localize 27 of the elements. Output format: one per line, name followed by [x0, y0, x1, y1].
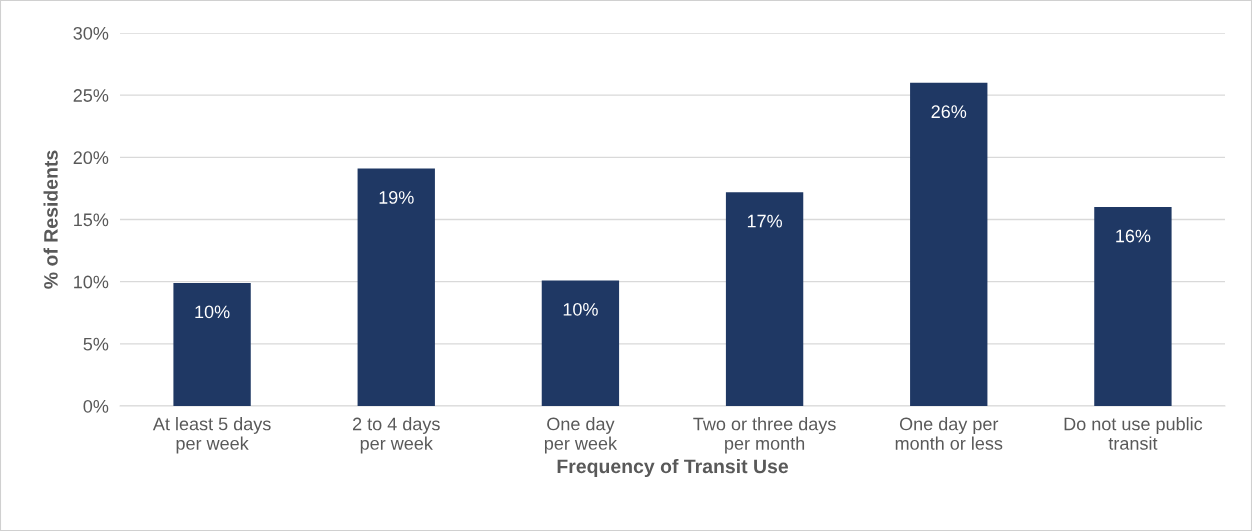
data-label: 26%: [931, 105, 967, 119]
data-label: 10%: [563, 302, 598, 316]
y-tick-label: 5%: [83, 337, 109, 351]
data-label: 17%: [747, 214, 783, 228]
x-tick-label: 2 to 4 days per week: [353, 417, 440, 454]
y-axis-title: % of Residents: [43, 150, 58, 289]
data-label: 19%: [379, 191, 414, 204]
data-label: 10%: [195, 305, 230, 319]
x-tick-label: One day per month or less: [895, 417, 1003, 450]
x-tick-label: One day per week: [544, 417, 618, 454]
bar: [910, 82, 988, 406]
bar: [173, 282, 251, 406]
y-tick-label: 30%: [73, 26, 109, 40]
y-tick-label: 0%: [83, 399, 109, 413]
bar: [541, 280, 620, 406]
y-tick-label: 10%: [74, 275, 109, 289]
data-label: 16%: [1116, 229, 1151, 243]
x-axis-title: Frequency of Transit Use: [557, 458, 789, 478]
y-tick-label: 15%: [74, 213, 109, 227]
bar: [1094, 207, 1172, 406]
y-tick-label: 20%: [73, 151, 109, 165]
bar: [725, 192, 804, 406]
x-tick-label: Do not use public transit: [1064, 417, 1203, 450]
x-tick-label: Two or three days per month: [693, 417, 836, 454]
y-tick-label: 25%: [73, 89, 109, 102]
x-tick-label: At least 5 days per week: [152, 417, 271, 454]
bar: [357, 168, 435, 406]
